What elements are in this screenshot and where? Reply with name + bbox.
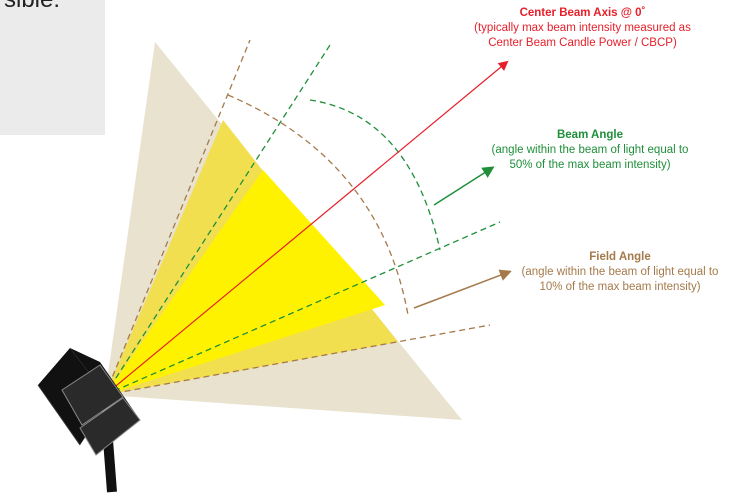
center-beam-axis-desc-line1: (typically max beam intensity measured a… <box>474 22 691 34</box>
field-angle-arc <box>227 94 409 316</box>
beam-edge-line-lower <box>104 221 501 396</box>
field-angle-desc-line2: 10% of the max beam intensity) <box>539 281 701 293</box>
beam-angle-title: Beam Angle <box>556 129 624 141</box>
field-edge-line-upper <box>104 39 251 396</box>
beam-angle-label: Beam Angle (angle within the beam of lig… <box>480 128 700 173</box>
field-angle-arrow <box>413 269 512 309</box>
background-panel: sible: <box>0 0 105 135</box>
beam-angle-desc-line1: (angle within the beam of light equal to <box>491 144 689 156</box>
beam-angle-arrow <box>433 166 495 206</box>
partial-heading-text: sible: <box>4 0 60 14</box>
center-beam-axis-line <box>104 60 509 396</box>
beam-angle-arc <box>309 99 441 251</box>
center-beam-axis-title: Center Beam Axis @ 0˚ <box>519 7 646 19</box>
center-beam-axis-label: Center Beam Axis @ 0˚ (typically max bea… <box>440 6 725 51</box>
light-fixture-icon <box>37 348 141 493</box>
field-angle-desc-line1: (angle within the beam of light equal to <box>521 266 719 278</box>
field-edge-line-lower <box>104 324 491 396</box>
beam-angle-desc-line2: 50% of the max beam intensity) <box>509 159 671 171</box>
beam-angle-cone <box>105 170 385 395</box>
center-beam-axis-desc-line2: Center Beam Candle Power / CBCP) <box>488 37 677 49</box>
field-angle-label: Field Angle (angle within the beam of li… <box>505 250 735 295</box>
field-angle-title: Field Angle <box>589 251 651 263</box>
